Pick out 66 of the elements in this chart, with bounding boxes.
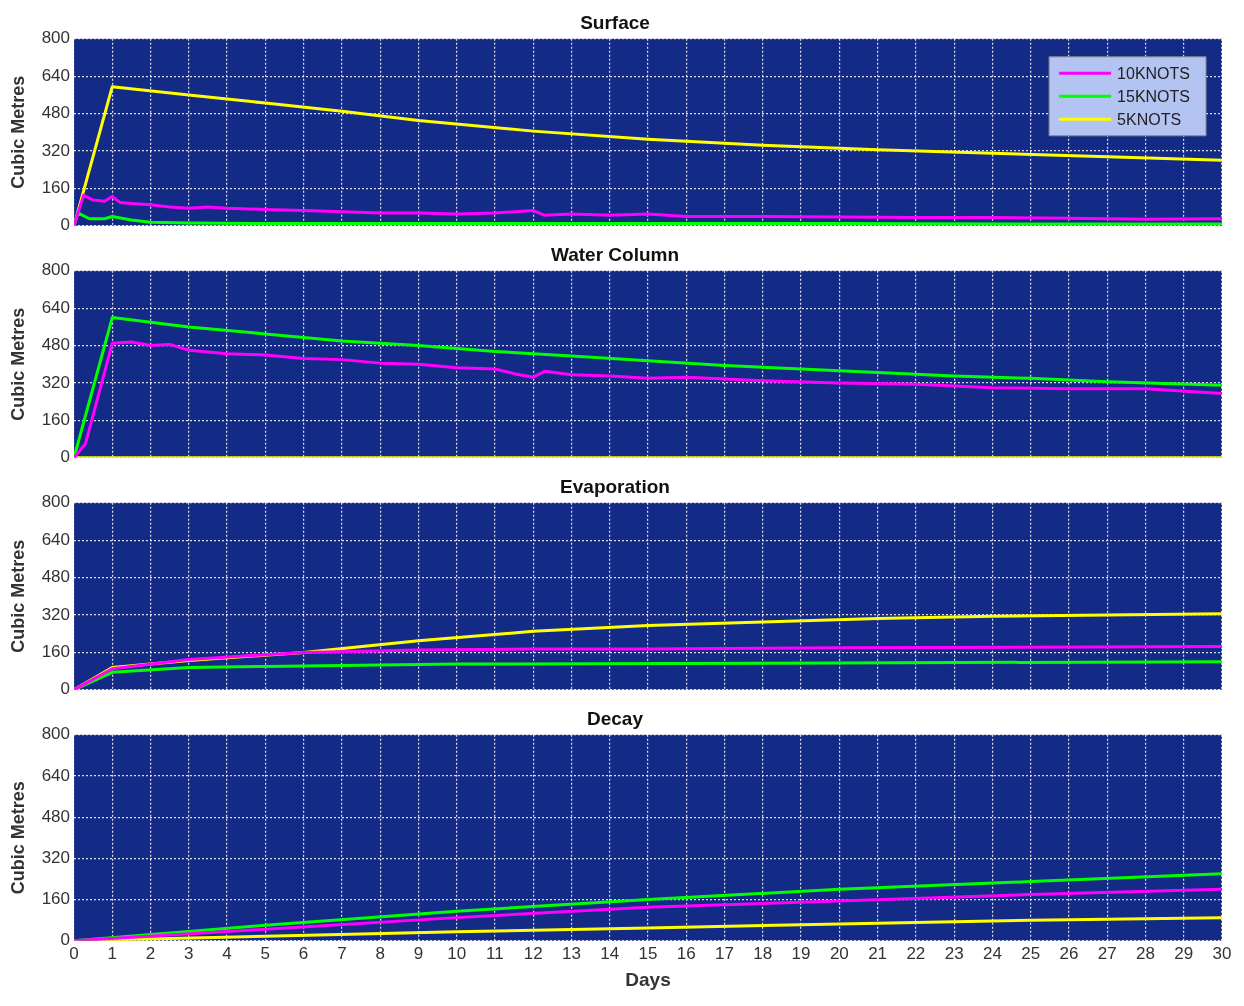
x-axis-title: Days (625, 968, 671, 990)
y-axis-title: Cubic Metres (7, 781, 28, 895)
x-tick-label: 8 (375, 943, 385, 963)
x-tick-label: 25 (1021, 943, 1041, 963)
y-tick-label: 320 (41, 140, 70, 160)
x-tick-label: 14 (600, 943, 620, 963)
y-tick-label: 0 (60, 679, 70, 699)
x-tick-label: 24 (982, 943, 1002, 963)
y-tick-label: 0 (60, 447, 70, 467)
y-tick-label: 160 (41, 410, 70, 430)
y-tick-label: 640 (41, 529, 70, 549)
y-tick-label: 320 (41, 848, 70, 868)
x-tick-label: 28 (1136, 943, 1155, 963)
y-axis-title: Cubic Metres (7, 307, 28, 421)
x-tick-label: 16 (676, 943, 696, 963)
x-tick-label: 20 (829, 943, 849, 963)
y-tick-label: 0 (60, 215, 70, 235)
legend-label: 10KNOTS (1117, 64, 1191, 82)
y-tick-label: 160 (41, 642, 70, 662)
x-tick-label: 29 (1174, 943, 1194, 963)
legend-label: 5KNOTS (1117, 110, 1182, 128)
y-axis-title: Cubic Metres (7, 539, 28, 653)
x-tick-label: 23 (944, 943, 964, 963)
y-tick-label: 160 (41, 889, 70, 909)
x-tick-label: 11 (486, 943, 504, 963)
x-tick-label: 26 (1059, 943, 1079, 963)
x-tick-label: 22 (906, 943, 926, 963)
x-tick-label: 27 (1097, 943, 1117, 963)
y-tick-label: 320 (41, 604, 70, 624)
y-tick-label: 480 (41, 806, 70, 826)
y-tick-label: 800 (41, 724, 70, 744)
x-tick-label: 5 (260, 943, 271, 963)
y-tick-label: 800 (41, 492, 70, 512)
x-tick-label: 13 (562, 943, 581, 963)
y-tick-label: 800 (41, 260, 70, 280)
x-tick-label: 7 (337, 943, 347, 963)
chart-title: Water Column (550, 243, 680, 265)
y-tick-label: 480 (41, 567, 70, 587)
y-tick-label: 160 (41, 178, 70, 198)
y-tick-label: 800 (41, 28, 70, 48)
x-tick-label: 9 (413, 943, 424, 963)
chart-title: Decay (587, 707, 644, 729)
y-tick-label: 0 (60, 930, 70, 950)
x-tick-label: 12 (523, 943, 543, 963)
x-tick-label: 19 (791, 943, 811, 963)
x-tick-label: 15 (638, 943, 658, 963)
x-tick-label: 17 (715, 943, 734, 963)
x-tick-label: 4 (222, 943, 232, 963)
x-tick-label: 2 (145, 943, 156, 963)
y-tick-label: 320 (41, 372, 70, 392)
x-tick-label: 6 (298, 943, 309, 963)
chart-title: Surface (580, 11, 650, 33)
chart-title: Evaporation (560, 475, 670, 497)
legend-label: 15KNOTS (1117, 87, 1191, 105)
y-tick-label: 480 (41, 103, 70, 123)
y-tick-label: 480 (41, 335, 70, 355)
y-axis-title: Cubic Metres (7, 75, 28, 189)
y-tick-label: 640 (41, 65, 70, 85)
x-tick-label: 18 (753, 943, 773, 963)
x-tick-label: 30 (1212, 943, 1232, 963)
x-tick-label: 1 (107, 943, 117, 963)
x-tick-label: 10 (447, 943, 467, 963)
y-tick-label: 640 (41, 297, 70, 317)
x-tick-label: 3 (184, 943, 194, 963)
x-tick-label: 21 (868, 943, 888, 963)
y-tick-label: 640 (41, 765, 70, 785)
